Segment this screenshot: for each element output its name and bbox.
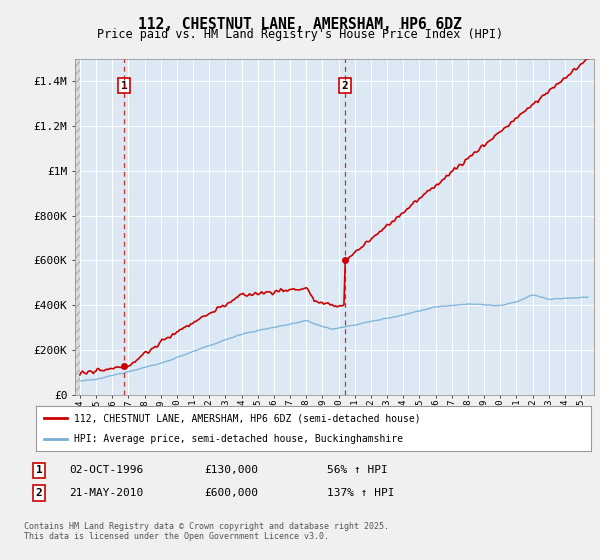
Bar (75, 59, 80, 395)
Text: 56% ↑ HPI: 56% ↑ HPI (327, 465, 388, 475)
Text: £130,000: £130,000 (204, 465, 258, 475)
Text: 21-MAY-2010: 21-MAY-2010 (69, 488, 143, 498)
Text: Price paid vs. HM Land Registry's House Price Index (HPI): Price paid vs. HM Land Registry's House … (97, 28, 503, 41)
Text: £600,000: £600,000 (204, 488, 258, 498)
Text: Contains HM Land Registry data © Crown copyright and database right 2025.
This d: Contains HM Land Registry data © Crown c… (24, 522, 389, 542)
Text: 112, CHESTNUT LANE, AMERSHAM, HP6 6DZ: 112, CHESTNUT LANE, AMERSHAM, HP6 6DZ (138, 17, 462, 32)
Text: HPI: Average price, semi-detached house, Buckinghamshire: HPI: Average price, semi-detached house,… (74, 433, 403, 444)
Text: 137% ↑ HPI: 137% ↑ HPI (327, 488, 395, 498)
Text: 2: 2 (35, 488, 43, 498)
Text: 02-OCT-1996: 02-OCT-1996 (69, 465, 143, 475)
Text: 2: 2 (341, 81, 348, 91)
Text: 112, CHESTNUT LANE, AMERSHAM, HP6 6DZ (semi-detached house): 112, CHESTNUT LANE, AMERSHAM, HP6 6DZ (s… (74, 413, 421, 423)
Bar (124, 59, 344, 395)
Text: 1: 1 (121, 81, 128, 91)
Text: 1: 1 (35, 465, 43, 475)
